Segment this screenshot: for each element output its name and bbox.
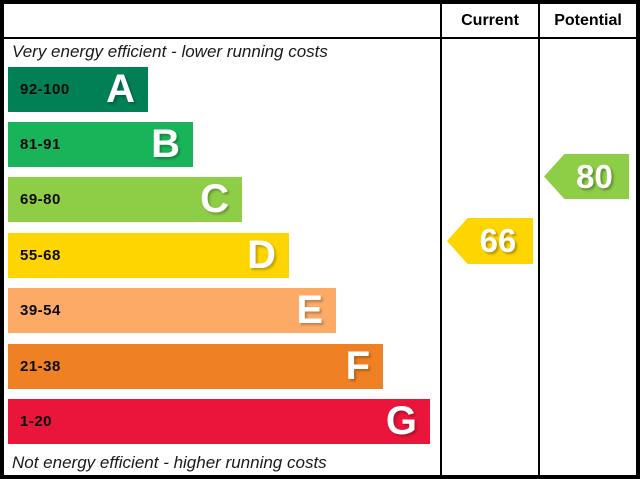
current-rating-value: 66 bbox=[479, 222, 517, 259]
band-range-label: 81-91 bbox=[20, 136, 61, 153]
rating-band: 21-38 F bbox=[8, 344, 383, 389]
rating-band: 1-20 G bbox=[8, 399, 430, 444]
current-rating-arrow: 66 bbox=[447, 218, 533, 264]
band-range-label: 55-68 bbox=[20, 247, 61, 264]
band-range-label: 39-54 bbox=[20, 302, 61, 319]
band-letter: G bbox=[385, 399, 417, 443]
band-letter: C bbox=[200, 177, 229, 221]
rating-band: 69-80 C bbox=[8, 177, 242, 222]
band-range-label: 1-20 bbox=[20, 413, 53, 430]
potential-rating-arrow: 80 bbox=[544, 154, 629, 199]
rating-band: 92-100 A bbox=[8, 67, 148, 112]
rating-band: 39-54 E bbox=[8, 288, 336, 333]
rating-band: 81-91 B bbox=[8, 122, 193, 167]
band-range-label: 92-100 bbox=[20, 81, 70, 98]
header-divider-line bbox=[4, 37, 636, 39]
band-letter: F bbox=[345, 344, 370, 388]
band-range-label: 21-38 bbox=[20, 358, 61, 375]
top-caption: Very energy efficient - lower running co… bbox=[12, 42, 328, 61]
current-column-divider bbox=[440, 4, 442, 475]
bottom-caption: Not energy efficient - higher running co… bbox=[12, 453, 327, 472]
band-letter: E bbox=[296, 288, 323, 332]
potential-rating-value: 80 bbox=[576, 157, 613, 195]
potential-column-header: Potential bbox=[554, 11, 622, 29]
band-letter: B bbox=[151, 122, 180, 166]
band-range-label: 69-80 bbox=[20, 191, 61, 208]
rating-band: 55-68 D bbox=[8, 233, 289, 278]
current-column-header: Current bbox=[461, 11, 519, 29]
band-letter: A bbox=[106, 67, 135, 111]
band-letter: D bbox=[247, 233, 276, 277]
potential-column-divider bbox=[538, 4, 540, 475]
